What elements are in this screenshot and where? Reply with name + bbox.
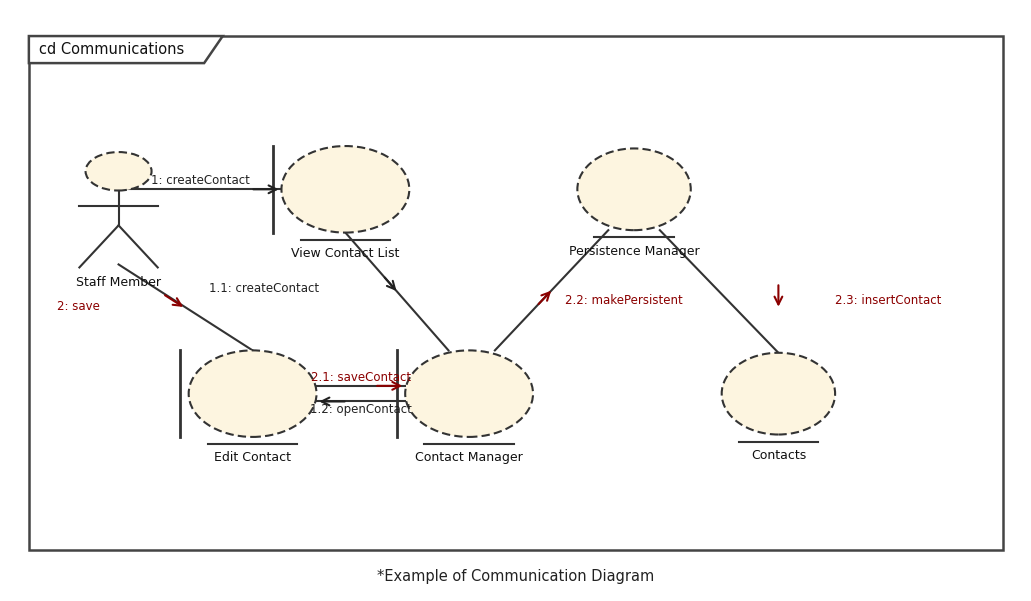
Text: 2: save: 2: save — [57, 300, 100, 313]
Text: Contact Manager: Contact Manager — [415, 451, 523, 465]
Text: Persistence Manager: Persistence Manager — [569, 245, 699, 258]
Ellipse shape — [577, 148, 691, 230]
Text: Edit Contact: Edit Contact — [214, 451, 291, 465]
Text: View Contact List: View Contact List — [291, 247, 400, 260]
Text: 2.2: makePersistent: 2.2: makePersistent — [565, 294, 683, 307]
Ellipse shape — [281, 146, 409, 233]
Text: Staff Member: Staff Member — [76, 276, 161, 290]
Text: *Example of Communication Diagram: *Example of Communication Diagram — [377, 569, 654, 584]
FancyBboxPatch shape — [29, 36, 1003, 550]
Text: Contacts: Contacts — [751, 449, 806, 462]
Text: cd Communications: cd Communications — [39, 42, 185, 57]
Ellipse shape — [722, 353, 835, 435]
Ellipse shape — [405, 350, 533, 437]
Circle shape — [86, 152, 152, 191]
Text: 1: createContact: 1: createContact — [151, 174, 250, 187]
Text: 1.2: openContact: 1.2: openContact — [310, 403, 411, 416]
Text: 2.1: saveContact: 2.1: saveContact — [310, 371, 411, 384]
Text: 1.1: createContact: 1.1: createContact — [209, 282, 320, 295]
Text: 2.3: insertContact: 2.3: insertContact — [835, 294, 941, 307]
Polygon shape — [29, 36, 223, 63]
Ellipse shape — [189, 350, 317, 437]
